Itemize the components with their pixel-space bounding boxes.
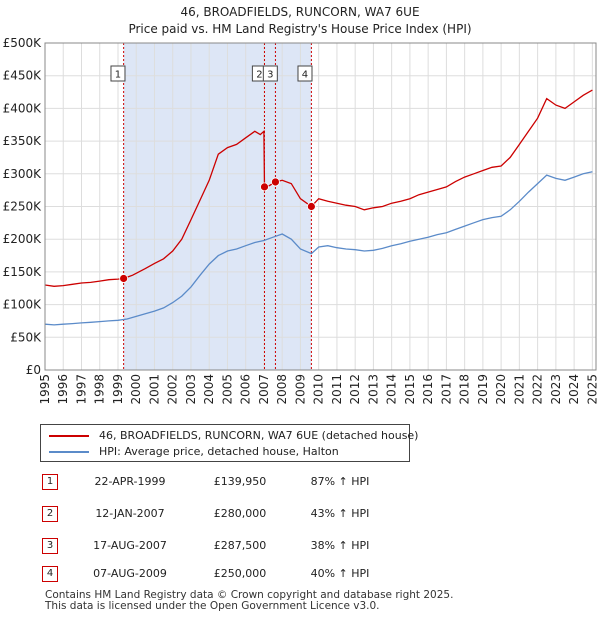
y-tick-label: £300K: [3, 167, 43, 181]
sale-price: £250,000: [213, 567, 267, 580]
sale-number-badge: 4: [42, 566, 58, 582]
x-tick-label: 2021: [512, 374, 526, 405]
sale-price: £280,000: [213, 507, 267, 520]
sale-row: 3 17-AUG-2007 £287,500 38% ↑ HPI: [40, 536, 440, 556]
x-tick-label: 2005: [220, 374, 234, 405]
chart-title-line2: Price paid vs. HM Land Registry's House …: [128, 22, 471, 36]
y-tick-label: £50K: [10, 330, 42, 344]
sale-date: 12-JAN-2007: [95, 507, 165, 520]
sale-date: 07-AUG-2009: [93, 567, 167, 580]
x-tick-label: 2025: [585, 374, 599, 405]
y-tick-label: £200K: [3, 232, 43, 246]
x-tick-label: 2002: [166, 374, 180, 405]
sale-hpi-change: 43% ↑ HPI: [310, 507, 370, 520]
chart-legend: 46, BROADFIELDS, RUNCORN, WA7 6UE (detac…: [40, 424, 418, 462]
y-tick-label: £150K: [3, 265, 43, 279]
y-tick-label: £450K: [3, 69, 43, 83]
x-tick-label: 2010: [312, 374, 326, 405]
x-tick-label: 1997: [74, 374, 88, 405]
y-tick-label: £0: [26, 363, 41, 377]
x-tick-label: 2003: [184, 374, 198, 405]
x-tick-label: 2000: [129, 374, 143, 405]
footer-attribution: Contains HM Land Registry data © Crown c…: [45, 590, 453, 612]
x-tick-label: 2022: [531, 374, 545, 405]
sale-number-label: 4: [302, 70, 308, 81]
sale-number-box: [297, 65, 313, 82]
x-tick-label: 2013: [366, 374, 380, 405]
sale-point: [260, 182, 269, 192]
y-tick-label: £400K: [3, 101, 43, 115]
sale-price: £139,950: [213, 475, 267, 488]
x-tick-label: 2006: [239, 374, 253, 405]
x-tick-label: 2012: [348, 374, 362, 405]
sale-hpi-change: 38% ↑ HPI: [310, 539, 370, 552]
x-tick-label: 1996: [56, 374, 70, 405]
sale-price: £287,500: [213, 539, 267, 552]
legend-label-property: 46, BROADFIELDS, RUNCORN, WA7 6UE (detac…: [99, 429, 419, 442]
series-line-hpi: [44, 171, 593, 326]
sale-number-badge: 2: [42, 506, 58, 522]
sale-row: 4 07-AUG-2009 £250,000 40% ↑ HPI: [40, 564, 440, 584]
y-tick-label: £250K: [3, 200, 43, 214]
series-line-property: [44, 89, 593, 287]
x-tick-label: 2018: [458, 374, 472, 405]
x-tick-label: 1998: [93, 374, 107, 405]
x-tick-label: 2017: [439, 374, 453, 405]
x-tick-label: 2011: [330, 374, 344, 405]
sale-number-box: [110, 65, 126, 82]
legend-label-hpi: HPI: Average price, detached house, Halt…: [99, 445, 339, 458]
x-tick-label: 2023: [549, 374, 563, 405]
sale-number-label: 3: [267, 70, 273, 81]
chart-title-line1: 46, BROADFIELDS, RUNCORN, WA7 6UE: [180, 5, 419, 19]
sale-number-badge: 1: [42, 474, 58, 490]
legend-swatch-property: [49, 435, 89, 437]
sale-row: 2 12-JAN-2007 £280,000 43% ↑ HPI: [40, 504, 440, 524]
x-tick-label: 2020: [494, 374, 508, 405]
sale-number-badge: 3: [42, 538, 58, 554]
x-tick-label: 2009: [293, 374, 307, 405]
sale-hpi-change: 40% ↑ HPI: [310, 567, 370, 580]
sale-number-box: [262, 65, 278, 82]
x-tick-label: 2004: [202, 374, 216, 405]
sale-point: [306, 202, 316, 211]
x-tick-label: 2024: [567, 374, 581, 405]
sale-date: 22-APR-1999: [94, 475, 166, 488]
footer-line-1: Contains HM Land Registry data © Crown c…: [45, 589, 454, 601]
sale-point: [271, 177, 280, 187]
y-tick-label: £100K: [3, 298, 43, 312]
y-tick-label: £500K: [3, 36, 43, 50]
x-tick-label: 1999: [111, 374, 125, 405]
sale-number-label: 1: [115, 70, 121, 81]
sale-row: 1 22-APR-1999 £139,950 87% ↑ HPI: [40, 472, 440, 492]
y-tick-label: £350K: [3, 134, 43, 148]
x-tick-label: 2007: [257, 374, 271, 405]
x-tick-label: 2001: [147, 374, 161, 405]
x-tick-label: 2016: [421, 374, 435, 405]
sale-number-label: 2: [256, 70, 262, 81]
sale-date: 17-AUG-2007: [93, 539, 167, 552]
x-tick-label: 2019: [476, 374, 490, 405]
plot-frame: [44, 42, 597, 371]
x-tick-label: 1995: [38, 374, 52, 405]
price-chart: 46, BROADFIELDS, RUNCORN, WA7 6UE Price …: [3, 5, 600, 405]
x-tick-label: 2008: [275, 374, 289, 405]
x-tick-label: 2015: [403, 374, 417, 405]
footer-line-2: This data is licensed under the Open Gov…: [45, 600, 380, 612]
sale-point: [119, 274, 129, 283]
x-tick-label: 2014: [385, 374, 399, 405]
legend-swatch-hpi: [49, 451, 89, 453]
sale-hpi-change: 87% ↑ HPI: [310, 475, 370, 488]
